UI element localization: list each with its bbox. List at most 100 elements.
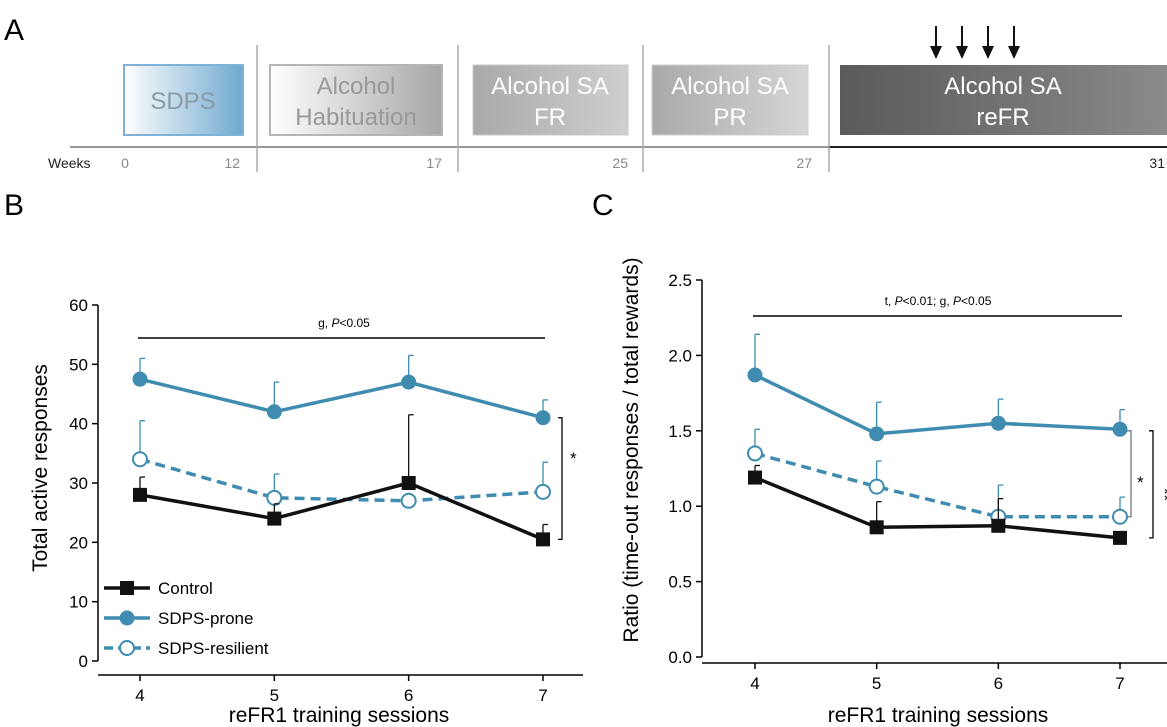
panel-letter-b: B [4, 189, 24, 222]
legend-label-resilient: SDPS-resilient [158, 639, 269, 658]
week-tick: 27 [796, 155, 812, 171]
week-tick: 0 [121, 155, 129, 171]
stage-label-refr-2: reFR [976, 104, 1029, 131]
x-tick-label: 6 [404, 686, 413, 705]
legend-label-control: Control [158, 579, 213, 598]
series-line-control [754, 475, 1121, 540]
stage-label-fr-2: FR [534, 104, 566, 131]
series-line-sdps-resilient [754, 451, 1120, 519]
session-arrows [930, 26, 1020, 59]
significance-bracket [1149, 430, 1154, 539]
data-point [267, 511, 282, 526]
y-tick-label: 40 [69, 415, 88, 434]
arrow-head [1008, 46, 1020, 59]
data-point [535, 410, 551, 426]
y-tick-label: 30 [69, 474, 88, 493]
stage-label-refr-1: Alcohol SA [944, 73, 1061, 100]
x-axis-title-c: reFR1 training sessions [828, 704, 1049, 727]
plot-area-b [132, 354, 551, 547]
data-point [747, 367, 763, 383]
data-point [748, 470, 762, 485]
data-point [132, 451, 148, 468]
data-point [747, 445, 763, 462]
series-line-sdps-prone [754, 373, 1121, 436]
legend-marker-control [120, 581, 134, 595]
week-tick: 31 [1149, 155, 1165, 171]
week-tick: 17 [426, 155, 442, 171]
data-point [1113, 530, 1127, 545]
data-point [535, 483, 551, 500]
stage-label-fr-1: Alcohol SA [491, 73, 608, 100]
plot-area-c [747, 333, 1128, 545]
y-tick-label: 2.0 [668, 346, 692, 365]
data-point [266, 404, 282, 420]
series-line-sdps-prone [139, 377, 544, 420]
stage-label-habituation-1: Alcohol [317, 73, 396, 100]
legend-label-prone: SDPS-prone [158, 609, 253, 628]
data-point [132, 371, 148, 387]
series-line-control [139, 481, 544, 541]
stage-box-pr [651, 64, 809, 136]
timeline: SDPS Alcohol Habituation Alcohol SA FR A… [48, 26, 1167, 172]
data-point [536, 532, 550, 547]
stage-box-habituation [269, 64, 443, 136]
y-tick-label: 1.5 [668, 422, 692, 441]
data-point [869, 426, 885, 442]
data-point [401, 374, 417, 390]
stage-box-refr [840, 65, 1167, 135]
y-tick-label: 0.0 [668, 648, 692, 667]
stage-label-habituation-2: Habituation [295, 104, 416, 131]
x-tick-label: 4 [750, 674, 759, 693]
data-point [1112, 508, 1128, 525]
stage-box-fr [472, 64, 629, 136]
series-line-sdps-resilient [139, 457, 544, 503]
data-point [133, 487, 147, 502]
significance-bracket [1127, 430, 1132, 518]
x-tick-label: 5 [270, 686, 279, 705]
data-point [990, 415, 1006, 431]
panel-letter-c: C [592, 189, 614, 222]
y-tick-label: 60 [69, 296, 88, 315]
y-axis-title-c: Ratio (time-out responses / total reward… [620, 257, 643, 642]
significance-bracket [558, 417, 563, 541]
data-point [868, 478, 885, 495]
y-tick-label: 10 [69, 593, 88, 612]
arrow-head [930, 46, 942, 59]
x-tick-label: 7 [1115, 674, 1124, 693]
data-point [266, 489, 283, 506]
arrow-head [982, 46, 994, 59]
data-point [1112, 421, 1128, 437]
x-tick-label: 6 [994, 674, 1003, 693]
legend-marker-prone [119, 610, 135, 626]
annotation-b: g, P<0.05 [318, 316, 370, 330]
legend: Control SDPS-prone SDPS-resilient [104, 579, 269, 658]
sig-marker-b: * [570, 449, 577, 468]
data-point [400, 492, 417, 509]
y-axis-title-b: Total active responses [29, 364, 52, 572]
x-tick-label: 4 [135, 686, 144, 705]
stage-label-sdps: SDPS [150, 88, 215, 115]
stage-box-sdps [123, 64, 244, 136]
stage-label-pr-2: PR [713, 104, 746, 131]
week-tick: 12 [224, 155, 240, 171]
y-tick-label: 1.0 [668, 497, 692, 516]
sig-marker-c-1: * [1137, 473, 1144, 492]
annotation-c: t, P<0.01; g, P<0.05 [885, 294, 992, 308]
y-tick-label: 0.5 [668, 573, 692, 592]
x-axis-title-b: reFR1 training sessions [229, 704, 450, 727]
weeks-label: Weeks [48, 155, 91, 171]
data-point [401, 476, 416, 490]
x-tick-label: 7 [538, 686, 547, 705]
data-point [869, 520, 884, 535]
axes-b: 0 10 20 30 40 50 60 4 5 6 7 [69, 296, 583, 705]
sig-marker-c-2: ** [1155, 488, 1167, 502]
x-tick-label: 5 [872, 674, 881, 693]
y-tick-label: 2.5 [668, 271, 692, 290]
y-tick-label: 20 [69, 533, 88, 552]
y-tick-label: 50 [69, 355, 88, 374]
arrow-head [956, 46, 968, 59]
y-tick-label: 0 [79, 652, 88, 671]
stage-label-pr-1: Alcohol SA [671, 73, 788, 100]
data-point [991, 518, 1006, 533]
